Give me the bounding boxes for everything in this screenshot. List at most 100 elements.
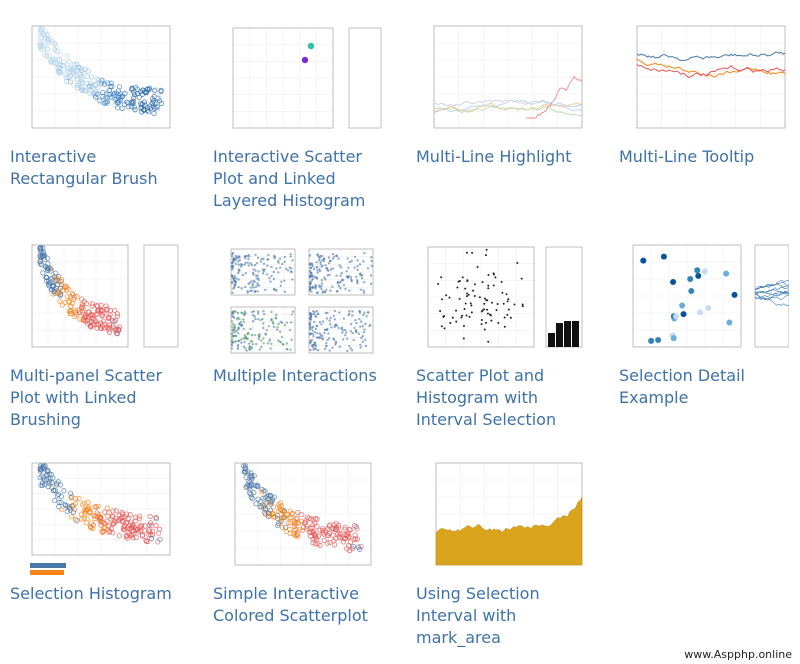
bar	[572, 321, 579, 347]
point	[148, 532, 154, 538]
gallery-item[interactable]: Simple Interactive Colored Scatterplot	[213, 455, 393, 627]
point	[96, 77, 102, 83]
point	[301, 56, 309, 64]
point	[149, 532, 155, 538]
caption-line: Simple Interactive	[213, 584, 359, 603]
point	[72, 516, 79, 522]
point	[253, 263, 257, 267]
point	[243, 263, 246, 266]
point	[270, 317, 273, 321]
point	[116, 94, 122, 100]
point	[316, 254, 319, 257]
point	[289, 252, 292, 256]
point	[660, 253, 667, 260]
gallery-item[interactable]: Multi-panel Scatter Plot with Linked Brush…	[10, 237, 190, 431]
point	[243, 255, 247, 258]
point	[122, 90, 128, 97]
point	[252, 273, 255, 276]
point	[311, 345, 314, 349]
point	[275, 267, 278, 270]
point	[266, 342, 270, 345]
point	[44, 46, 50, 52]
point	[338, 345, 341, 349]
gallery-item[interactable]: Scatter Plot and Histogram with Interval S…	[416, 237, 596, 431]
point	[344, 287, 347, 291]
point	[483, 302, 486, 305]
point	[284, 267, 288, 270]
point	[64, 53, 70, 59]
point	[127, 519, 134, 525]
point	[262, 270, 265, 273]
point	[520, 277, 523, 280]
point	[275, 502, 282, 508]
point	[484, 254, 487, 257]
point	[37, 254, 43, 260]
point	[361, 335, 364, 338]
point	[258, 504, 264, 510]
point	[327, 256, 331, 259]
point	[694, 267, 701, 274]
point	[341, 331, 344, 334]
point	[327, 269, 330, 272]
point	[260, 339, 263, 342]
caption-line: Multi-Line Highlight	[416, 147, 572, 166]
point	[103, 95, 109, 102]
point	[146, 109, 152, 115]
point	[249, 339, 253, 343]
gallery-item[interactable]: Using Selection Interval with mark_area	[416, 455, 596, 649]
point	[680, 311, 687, 318]
point	[82, 88, 88, 94]
point	[231, 291, 234, 294]
caption: Using Selection Interval with mark_area	[416, 583, 596, 649]
point	[53, 47, 59, 53]
thumbnail	[636, 25, 786, 129]
point	[147, 513, 153, 520]
point	[311, 528, 317, 534]
line	[754, 286, 789, 295]
caption: Multi-Line Tooltip	[619, 146, 799, 168]
point	[133, 518, 139, 524]
point	[336, 280, 340, 284]
gallery-item[interactable]: Multi-Line Highlight	[416, 18, 596, 168]
point	[358, 272, 362, 276]
point	[73, 500, 79, 507]
point	[272, 277, 276, 281]
point	[335, 531, 341, 537]
point	[250, 280, 253, 283]
point	[270, 265, 273, 269]
gallery-item[interactable]: Selection Detail Example	[619, 237, 799, 409]
gallery-item[interactable]: Selection Histogram	[10, 455, 190, 605]
point	[295, 533, 301, 539]
point	[256, 256, 260, 260]
point	[262, 342, 266, 345]
point	[277, 259, 280, 263]
point	[312, 267, 316, 271]
gallery-item[interactable]: Multi-Line Tooltip	[619, 18, 799, 168]
point	[362, 289, 365, 292]
gallery-item[interactable]: Interactive Rectangular Brush	[10, 18, 190, 190]
point	[705, 305, 712, 312]
point	[476, 265, 479, 268]
point	[318, 320, 322, 324]
point	[50, 487, 57, 494]
point	[99, 529, 106, 536]
gallery-item[interactable]: Interactive Scatter Plot and Linked Layere…	[213, 18, 393, 212]
point	[342, 329, 345, 332]
line	[636, 51, 786, 62]
point	[521, 303, 524, 306]
point	[311, 329, 314, 332]
point	[248, 348, 252, 351]
point	[299, 511, 305, 518]
point	[315, 309, 319, 313]
point	[44, 265, 50, 271]
gallery-item[interactable]: Multiple Interactions	[213, 237, 393, 387]
point	[42, 28, 48, 34]
point	[58, 62, 64, 69]
point	[469, 302, 472, 305]
point	[252, 310, 256, 313]
point	[237, 285, 240, 289]
point	[363, 281, 366, 284]
point	[308, 326, 312, 329]
point	[327, 337, 331, 340]
point	[64, 61, 71, 67]
